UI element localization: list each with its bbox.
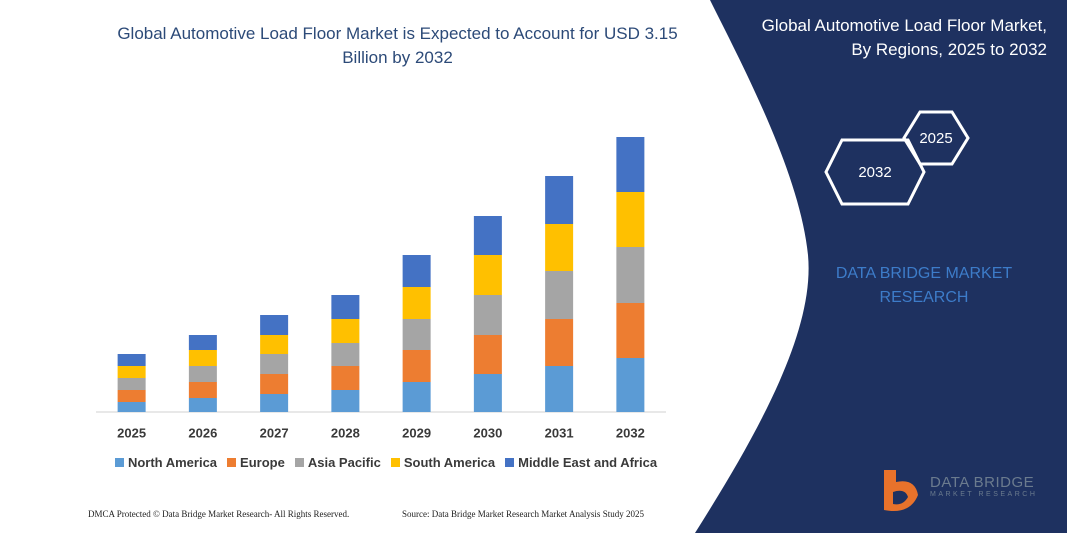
bar-segment (473, 216, 502, 255)
bar-segment (473, 374, 502, 412)
panel-title-line: Global Automotive Load Floor Market, (761, 16, 1047, 35)
legend: North America Europe Asia Pacific South Ame… (96, 455, 676, 470)
bar-segment (545, 176, 574, 224)
hexagon (902, 110, 970, 166)
bar-segment (545, 224, 574, 271)
side-panel (695, 0, 1067, 533)
legend-swatch (390, 458, 400, 467)
bar-segment (402, 350, 431, 382)
bar-segment (545, 271, 574, 319)
panel-title: Global Automotive Load Floor Market, By … (687, 14, 1047, 62)
hexagon-label: 2032 (858, 164, 891, 181)
x-tick-label: 2025 (117, 425, 146, 440)
legend-item: Europe (227, 455, 285, 470)
logo-icon (893, 490, 908, 505)
bar-segment (331, 366, 360, 390)
bar-segment (117, 366, 146, 378)
legend-item: South America (390, 455, 496, 470)
bar-segment (260, 315, 289, 335)
legend-label: North America (127, 455, 218, 470)
legend-label: Middle East and Africa (518, 455, 658, 470)
panel-title-line: By Regions, 2025 to 2032 (851, 40, 1047, 59)
x-tick-label: 2030 (473, 425, 502, 440)
x-tick-label: 2026 (188, 425, 217, 440)
hexagon-label: 2025 (919, 130, 952, 147)
brand-line: DATA BRIDGE MARKET (835, 265, 1013, 282)
x-tick-label: 2027 (260, 425, 289, 440)
bar-segment (188, 335, 217, 350)
bar-segment (260, 335, 289, 354)
bar-segment (331, 343, 360, 366)
logo-name: DATA BRIDGE (930, 474, 1035, 491)
legend-item: Asia Pacific (294, 455, 381, 470)
legend-swatch (505, 458, 515, 467)
bar-segment (616, 303, 645, 358)
plot: 2025 2026 2027 2028 2029 2030 2031 2032 (96, 137, 666, 440)
bar-segment (545, 366, 574, 412)
bar-segment (188, 398, 217, 412)
bar-segment (402, 287, 431, 319)
bar-segment (117, 354, 146, 366)
legend-item: Middle East and Africa (505, 455, 657, 470)
bar-segment (331, 295, 360, 319)
bar-segment (402, 319, 431, 350)
bar-segment (473, 335, 502, 374)
logo-text: DATA BRIDGE MARKET RESEARCH (930, 474, 1037, 498)
bar-segment (188, 350, 217, 366)
bar-segment (616, 192, 645, 247)
legend-swatch (294, 458, 304, 467)
bar-segment (402, 382, 431, 412)
footer-note: DMCA Protected © Data Bridge Market Rese… (88, 509, 350, 519)
bar-segment (402, 255, 431, 287)
bar-segment (188, 366, 217, 382)
legend-item: North America (114, 455, 218, 470)
x-tick-label: 2028 (331, 425, 360, 440)
bar-segment (117, 378, 146, 390)
bar-segment (117, 390, 146, 402)
bar-segment (117, 402, 146, 412)
bar-segment (331, 319, 360, 343)
legend-swatch (227, 458, 237, 467)
x-tick-label: 2029 (402, 425, 431, 440)
bar-segment (616, 247, 645, 303)
brand-line: RESEARCH (879, 289, 969, 306)
chart-title: Global Automotive Load Floor Market is E… (117, 24, 678, 67)
legend-label: Europe (240, 455, 285, 470)
hexagon (824, 138, 926, 206)
bar-segment (616, 137, 645, 192)
bar-segment (331, 390, 360, 412)
bar-segment (260, 394, 289, 412)
brand: DATA BRIDGE MARKET RESEARCH (810, 262, 1038, 310)
logo-tagline: MARKET RESEARCH (930, 491, 1038, 498)
legend-swatch (114, 458, 124, 467)
footer-source: Source: Data Bridge Market Research Mark… (402, 509, 644, 519)
bar-segment (545, 319, 574, 366)
x-tick-label: 2031 (545, 425, 574, 440)
logo-icon (884, 470, 918, 511)
x-tick-label: 2032 (616, 425, 645, 440)
bar-segment (473, 255, 502, 295)
legend-label: Asia Pacific (307, 455, 381, 470)
bar-segment (260, 374, 289, 394)
bar-segment (473, 295, 502, 335)
bar-segment (260, 354, 289, 374)
bar-segment (616, 358, 645, 412)
legend-label: South America (403, 455, 496, 470)
bar-segment (188, 382, 217, 398)
